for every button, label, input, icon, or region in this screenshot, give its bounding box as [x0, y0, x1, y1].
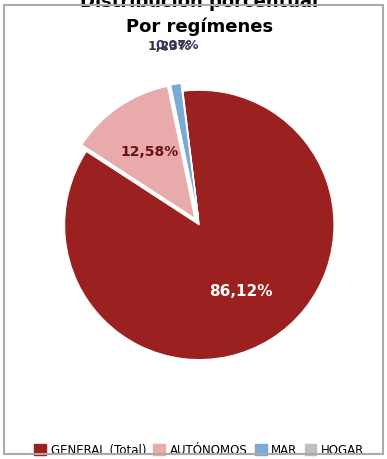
Text: 0,07%: 0,07%: [155, 39, 199, 52]
Title: Distribución porcentual
Por regímenes: Distribución porcentual Por regímenes: [80, 0, 319, 35]
Text: 12,58%: 12,58%: [120, 145, 178, 158]
Wedge shape: [171, 84, 198, 217]
Wedge shape: [181, 83, 198, 217]
Wedge shape: [65, 90, 334, 359]
Text: 1,23%: 1,23%: [148, 40, 191, 53]
Wedge shape: [82, 86, 195, 218]
Legend: GENERAL (Total), AUTÓNOMOS, MAR, HOGAR: GENERAL (Total), AUTÓNOMOS, MAR, HOGAR: [29, 439, 369, 459]
Text: 86,12%: 86,12%: [209, 284, 272, 299]
